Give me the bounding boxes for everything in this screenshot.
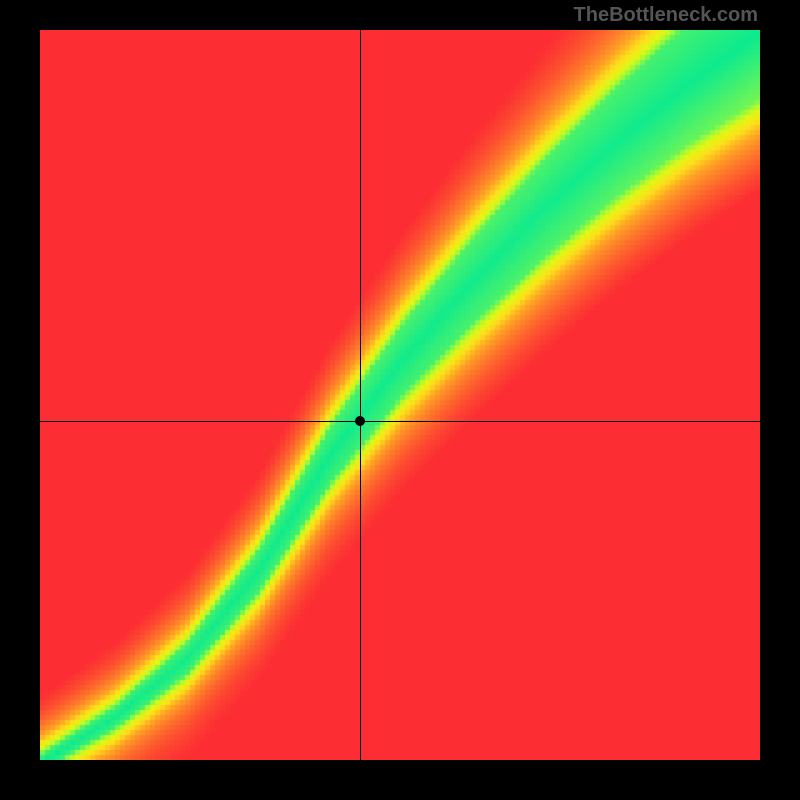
crosshair-vertical <box>360 30 361 760</box>
crosshair-marker <box>355 416 365 426</box>
heatmap-plot <box>40 30 760 760</box>
watermark-text: TheBottleneck.com <box>574 4 758 27</box>
heatmap-canvas <box>40 30 760 760</box>
crosshair-horizontal <box>40 421 760 422</box>
